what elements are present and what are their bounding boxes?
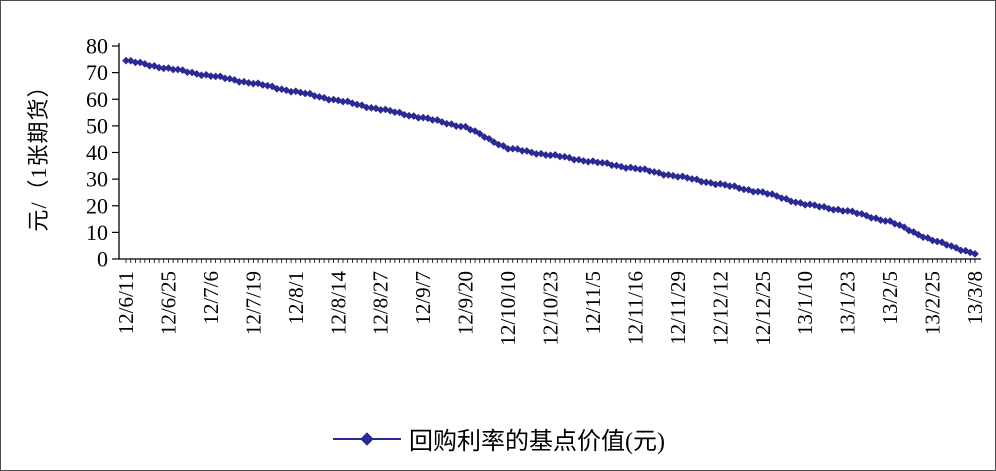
svg-text:12/10/23: 12/10/23: [539, 271, 563, 346]
svg-text:20: 20: [86, 193, 108, 218]
svg-text:13/1/10: 13/1/10: [793, 271, 817, 335]
legend-line-diamond-icon: [333, 431, 401, 446]
y-axis-title: 元/（1张期货）: [26, 74, 51, 232]
svg-text:70: 70: [86, 60, 108, 85]
x-tick-labels: 12/6/11 12/6/25 12/7/6 12/7/19 12/8/1 12/8/14…: [114, 271, 987, 346]
x-axis: 12/6/11 12/6/25 12/7/6 12/7/19 12/8/1 12/8/14…: [114, 258, 987, 346]
svg-text:12/6/25: 12/6/25: [156, 271, 180, 335]
svg-text:12/9/20: 12/9/20: [454, 271, 478, 335]
svg-text:12/9/7: 12/9/7: [411, 271, 435, 325]
svg-text:80: 80: [86, 34, 108, 59]
svg-text:12/8/14: 12/8/14: [326, 271, 350, 336]
svg-text:13/2/25: 13/2/25: [921, 271, 945, 335]
svg-text:12/8/27: 12/8/27: [369, 271, 393, 335]
svg-text:12/10/10: 12/10/10: [496, 271, 520, 346]
svg-text:13/3/8: 13/3/8: [963, 271, 987, 325]
svg-text:12/11/29: 12/11/29: [666, 271, 690, 345]
svg-text:0: 0: [97, 247, 108, 272]
svg-text:13/2/5: 13/2/5: [878, 271, 902, 325]
svg-text:12/7/6: 12/7/6: [199, 271, 223, 325]
svg-text:30: 30: [86, 167, 108, 192]
svg-text:10: 10: [86, 220, 108, 245]
svg-text:12/7/19: 12/7/19: [241, 271, 265, 335]
svg-text:60: 60: [86, 87, 108, 112]
svg-text:50: 50: [86, 113, 108, 138]
svg-text:12/11/5: 12/11/5: [581, 271, 605, 334]
series-markers: [122, 56, 979, 258]
svg-text:13/1/23: 13/1/23: [836, 271, 860, 335]
x-minor-ticks: [125, 259, 976, 263]
svg-text:12/11/16: 12/11/16: [623, 271, 647, 345]
svg-text:12/12/12: 12/12/12: [708, 271, 732, 346]
svg-text:12/12/25: 12/12/25: [751, 271, 775, 346]
svg-text:40: 40: [86, 140, 108, 165]
legend: 回购利率的基点价值(元): [1, 421, 995, 456]
svg-text:12/6/11: 12/6/11: [114, 271, 138, 334]
legend-label: 回购利率的基点价值(元): [409, 429, 665, 455]
svg-text:12/8/1: 12/8/1: [284, 271, 308, 325]
